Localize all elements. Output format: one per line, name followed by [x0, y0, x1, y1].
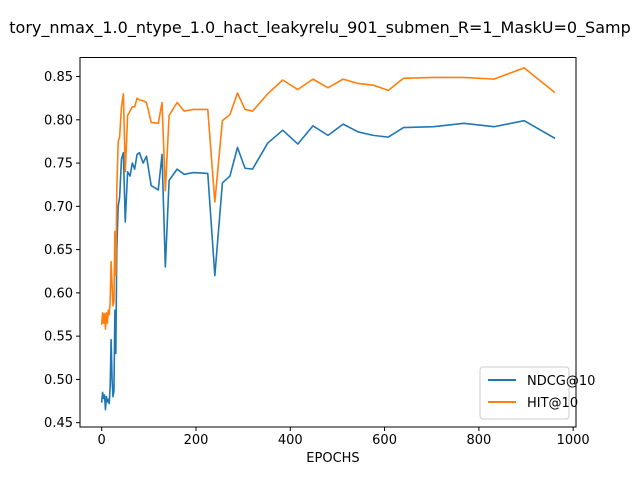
x-tick-label: 800 [466, 433, 491, 448]
y-tick-label: 0.85 [44, 70, 73, 85]
legend: NDCG@10 HIT@10 [479, 366, 595, 420]
legend-label-ndcg: NDCG@10 [527, 374, 595, 389]
x-tick-label: 600 [372, 433, 397, 448]
y-tick-label: 0.65 [44, 243, 73, 258]
series-line-hit-10 [100, 67, 556, 331]
x-tick-label: 1000 [557, 433, 590, 448]
y-tick-label: 0.45 [44, 416, 73, 431]
y-axis: 0.45 0.50 0.55 0.60 0.65 0.70 0.75 0.80 0.85 [44, 70, 80, 431]
plot-frame [79, 57, 577, 428]
x-tick-label: 400 [278, 433, 303, 448]
y-tick-label: 0.60 [44, 286, 73, 301]
x-tick-label: 200 [184, 433, 209, 448]
chart-title: tory_nmax_1.0_ntype_1.0_hact_leakyrelu_9… [9, 18, 630, 38]
x-axis-label: EPOCHS [306, 451, 359, 466]
y-tick-label: 0.75 [44, 157, 73, 172]
y-tick-label: 0.50 [44, 373, 73, 388]
legend-label-hit: HIT@10 [527, 396, 578, 411]
y-tick-label: 0.55 [44, 330, 73, 345]
y-tick-label: 0.80 [44, 113, 73, 128]
x-tick-label: 0 [98, 433, 106, 448]
y-tick-label: 0.70 [44, 200, 73, 215]
series-layer [100, 67, 556, 411]
x-axis: 0 200 400 600 800 1000 [98, 427, 590, 448]
series-line-ndcg-10 [100, 119, 556, 411]
